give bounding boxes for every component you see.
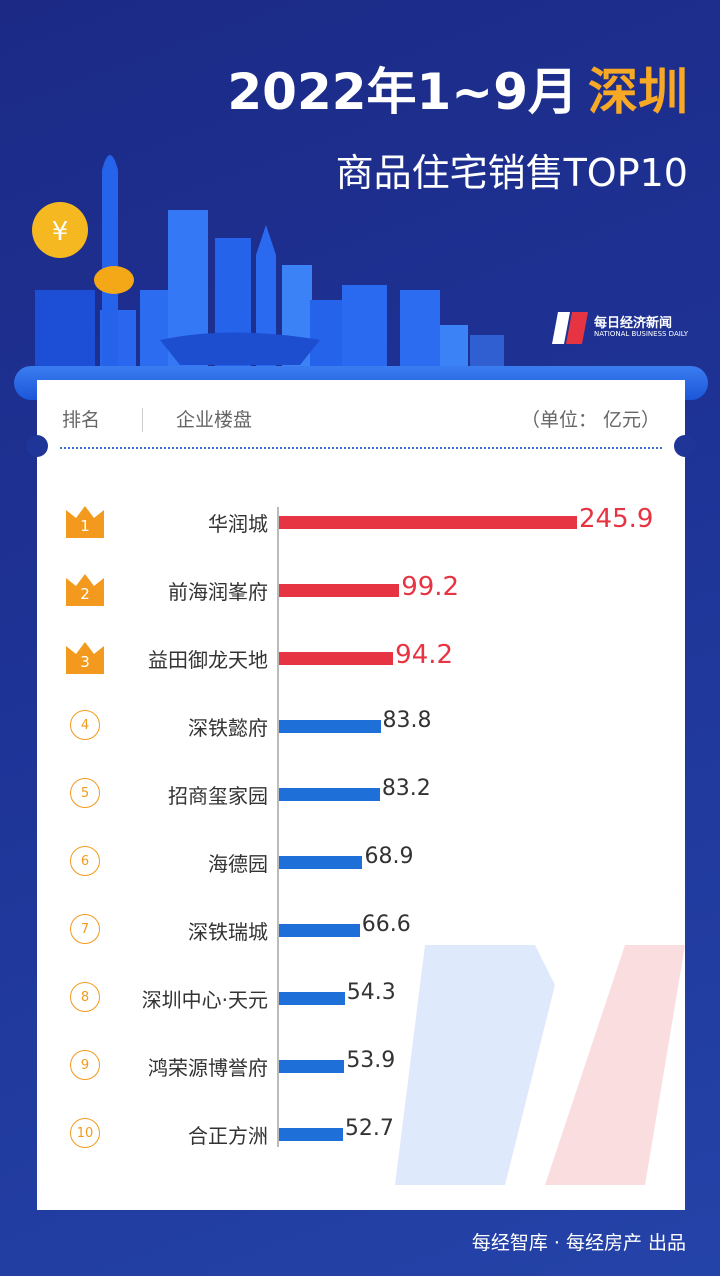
rank-number: 6	[80, 853, 90, 869]
logo-name: 每日经济新闻	[594, 316, 673, 331]
bar	[279, 788, 380, 801]
value-label: 53.9	[346, 1048, 396, 1073]
title-city: 深圳	[588, 63, 688, 121]
chart-axis	[277, 507, 279, 1147]
value-label: 83.2	[381, 776, 431, 801]
value-label: 68.9	[364, 844, 414, 869]
card-edge	[37, 1198, 685, 1210]
chart-row: 2 前海润峯府 99.2	[0, 570, 720, 610]
card-notch	[674, 435, 696, 457]
rank-badge: 4	[70, 710, 100, 740]
bar	[279, 856, 363, 869]
rank-badge: 7	[70, 914, 100, 944]
chart-row: 7 深铁瑞城 66.6	[0, 910, 720, 950]
page-subtitle: 商品住宅销售TOP10	[335, 151, 688, 195]
nbd-logo-icon	[552, 312, 588, 344]
bar	[279, 720, 381, 733]
rank-badge: 8	[70, 982, 100, 1012]
bar-label: 深铁懿府	[188, 716, 268, 740]
header-divider	[142, 408, 143, 432]
dotted-divider	[60, 447, 662, 449]
rank-number: 4	[80, 717, 90, 733]
bar	[279, 924, 360, 937]
value-label: 99.2	[401, 572, 460, 602]
rank-badge: 5	[70, 778, 100, 808]
svg-text:¥: ¥	[52, 217, 69, 247]
rank-number: 1	[80, 517, 90, 535]
bar	[279, 584, 400, 597]
chart-row: 3 益田御龙天地 94.2	[0, 638, 720, 678]
chart-row: 5 招商玺家园 83.2	[0, 774, 720, 814]
value-label: 94.2	[395, 640, 454, 670]
rank-number: 5	[80, 785, 90, 801]
page-title: 2022年1~9月 深圳	[227, 52, 688, 124]
header-rank: 排名	[62, 409, 101, 431]
chart-row: 4 深铁懿府 83.8	[0, 706, 720, 746]
logo-english: NATIONAL BUSINESS DAILY	[594, 330, 689, 339]
bar	[279, 652, 394, 665]
rank-number: 9	[80, 1057, 90, 1073]
chart-row: 1 华润城 245.9	[0, 502, 720, 542]
title-period: 2022年1~9月	[227, 63, 578, 121]
value-label: 66.6	[361, 912, 411, 937]
bar	[279, 1060, 345, 1073]
crown-rank-icon: 2	[66, 574, 104, 606]
brand-logo: 每日经济新闻 NATIONAL BUSINESS DAILY	[550, 310, 688, 346]
value-label: 54.3	[346, 980, 396, 1005]
rank-number: 7	[80, 921, 90, 937]
bar	[279, 516, 577, 529]
bar	[279, 1128, 343, 1141]
crown-rank-icon: 3	[66, 642, 104, 674]
rank-badge: 9	[70, 1050, 100, 1080]
chart-row: 9 鸿荣源博誉府 53.9	[0, 1046, 720, 1086]
card-notch	[26, 435, 48, 457]
chart-row: 6 海德园 68.9	[0, 842, 720, 882]
value-label: 52.7	[344, 1116, 394, 1141]
bar	[279, 992, 345, 1005]
bar-label: 前海润峯府	[168, 580, 268, 604]
header-unit: （单位： 亿元）	[520, 409, 660, 431]
chart-row: 8 深圳中心·天元 54.3	[0, 978, 720, 1018]
header-project: 企业楼盘	[176, 409, 253, 431]
value-label: 245.9	[579, 504, 654, 534]
chart-row: 10 合正方洲 52.7	[0, 1114, 720, 1154]
rank-badge: 10	[70, 1118, 100, 1148]
bar-label: 鸿荣源博誉府	[148, 1056, 268, 1080]
coin-icon	[32, 202, 88, 258]
rank-number: 8	[80, 989, 90, 1005]
bar-label: 华润城	[208, 512, 268, 536]
coin-icon	[94, 266, 134, 294]
bar-label: 深铁瑞城	[188, 920, 268, 944]
rank-number: 3	[80, 653, 90, 671]
crown-rank-icon: 1	[66, 506, 104, 538]
value-label: 83.8	[382, 708, 432, 733]
skyline-illustration: ¥	[32, 155, 504, 370]
watermark-logo	[395, 945, 685, 1185]
bar-label: 合正方洲	[188, 1124, 268, 1148]
bar-label: 益田御龙天地	[148, 648, 268, 672]
bar-label: 深圳中心·天元	[141, 988, 268, 1012]
bar-label: 招商玺家园	[168, 784, 268, 808]
rank-number: 10	[76, 1125, 94, 1141]
rank-number: 2	[80, 585, 90, 603]
rank-badge: 6	[70, 846, 100, 876]
footer-credit: 每经智库 · 每经房产 出品	[471, 1232, 686, 1254]
bar-label: 海德园	[208, 852, 268, 876]
